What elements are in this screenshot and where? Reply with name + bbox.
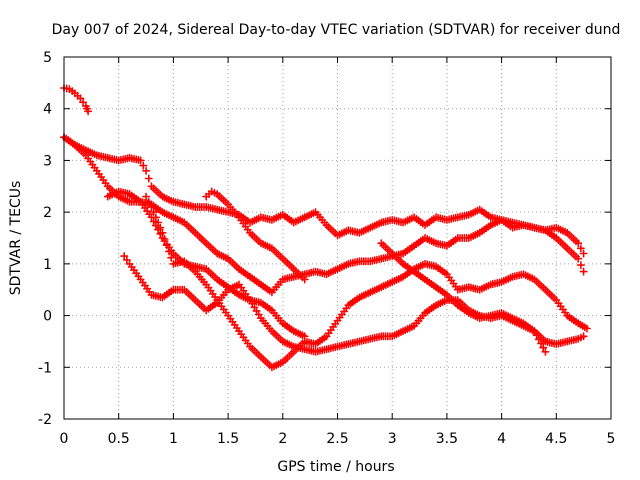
x-tick-label: 0.5	[108, 431, 130, 447]
x-axis-label: GPS time / hours	[277, 459, 394, 475]
data-series	[60, 84, 591, 372]
series-track-b	[60, 133, 588, 258]
x-tick-label: 2.5	[326, 431, 348, 447]
y-tick-label: 4	[43, 102, 52, 118]
y-tick-label: 2	[43, 205, 52, 221]
x-tick-labels: 0 0.5 1 1.5 2 2.5 3 3.5 4 4.5 5	[60, 431, 616, 447]
x-tick-label: 4	[497, 431, 506, 447]
y-tick-labels: -2 -1 0 1 2 3 4 5	[38, 50, 52, 428]
series-track-g	[202, 187, 309, 284]
series-track-c	[60, 133, 588, 297]
y-tick-label: 1	[43, 257, 52, 273]
x-tick-label: 3	[388, 431, 397, 447]
x-tick-label: 0	[60, 431, 69, 447]
y-tick-label: -1	[38, 360, 52, 376]
series-track-h	[377, 239, 588, 348]
series-track-a	[60, 84, 93, 116]
y-tick-label: 0	[43, 309, 52, 325]
x-tick-label: 2	[278, 431, 287, 447]
y-axis-label: SDTVAR / TECUs	[8, 181, 24, 296]
x-tick-label: 1.5	[217, 431, 239, 447]
x-tick-label: 3.5	[436, 431, 458, 447]
x-tick-label: 1	[169, 431, 178, 447]
y-tick-label: -2	[38, 412, 52, 428]
y-tick-label: 3	[43, 153, 52, 169]
chart-title: Day 007 of 2024, Sidereal Day-to-day VTE…	[52, 22, 621, 38]
series-track-d	[103, 187, 309, 341]
x-tick-label: 5	[607, 431, 616, 447]
y-tick-label: 5	[43, 50, 52, 66]
x-tick-label: 4.5	[545, 431, 567, 447]
series-track-f	[142, 192, 591, 372]
axis-ticks	[63, 56, 612, 420]
